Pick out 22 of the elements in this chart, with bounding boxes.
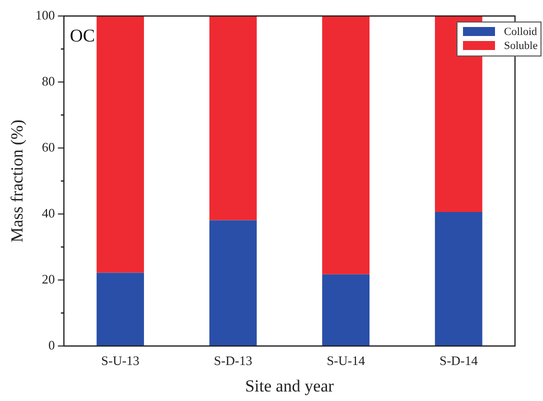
y-tick-label: 80 bbox=[42, 73, 55, 88]
legend-label: Colloid bbox=[504, 26, 538, 38]
bar bbox=[209, 16, 257, 220]
y-tick-label: 20 bbox=[42, 271, 55, 286]
bar bbox=[322, 274, 370, 346]
legend-label: Soluble bbox=[504, 40, 538, 52]
y-tick-label: 40 bbox=[42, 205, 55, 220]
bar bbox=[209, 220, 257, 346]
x-tick-label: S-U-14 bbox=[326, 353, 366, 368]
bar bbox=[96, 272, 144, 346]
bar bbox=[434, 212, 482, 346]
y-tick-label: 100 bbox=[35, 7, 55, 22]
x-tick-label: S-D-13 bbox=[214, 353, 252, 368]
x-tick-label: S-D-14 bbox=[439, 353, 478, 368]
x-axis-title: Site and year bbox=[245, 376, 334, 396]
bar bbox=[96, 16, 144, 273]
text: OC bbox=[70, 26, 95, 46]
x-tick-label: S-U-13 bbox=[101, 353, 140, 368]
y-tick-label: 0 bbox=[48, 337, 55, 352]
y-tick-label: 60 bbox=[42, 139, 55, 154]
bar bbox=[322, 16, 370, 274]
y-axis-title: Mass fraction (%) bbox=[8, 120, 27, 242]
